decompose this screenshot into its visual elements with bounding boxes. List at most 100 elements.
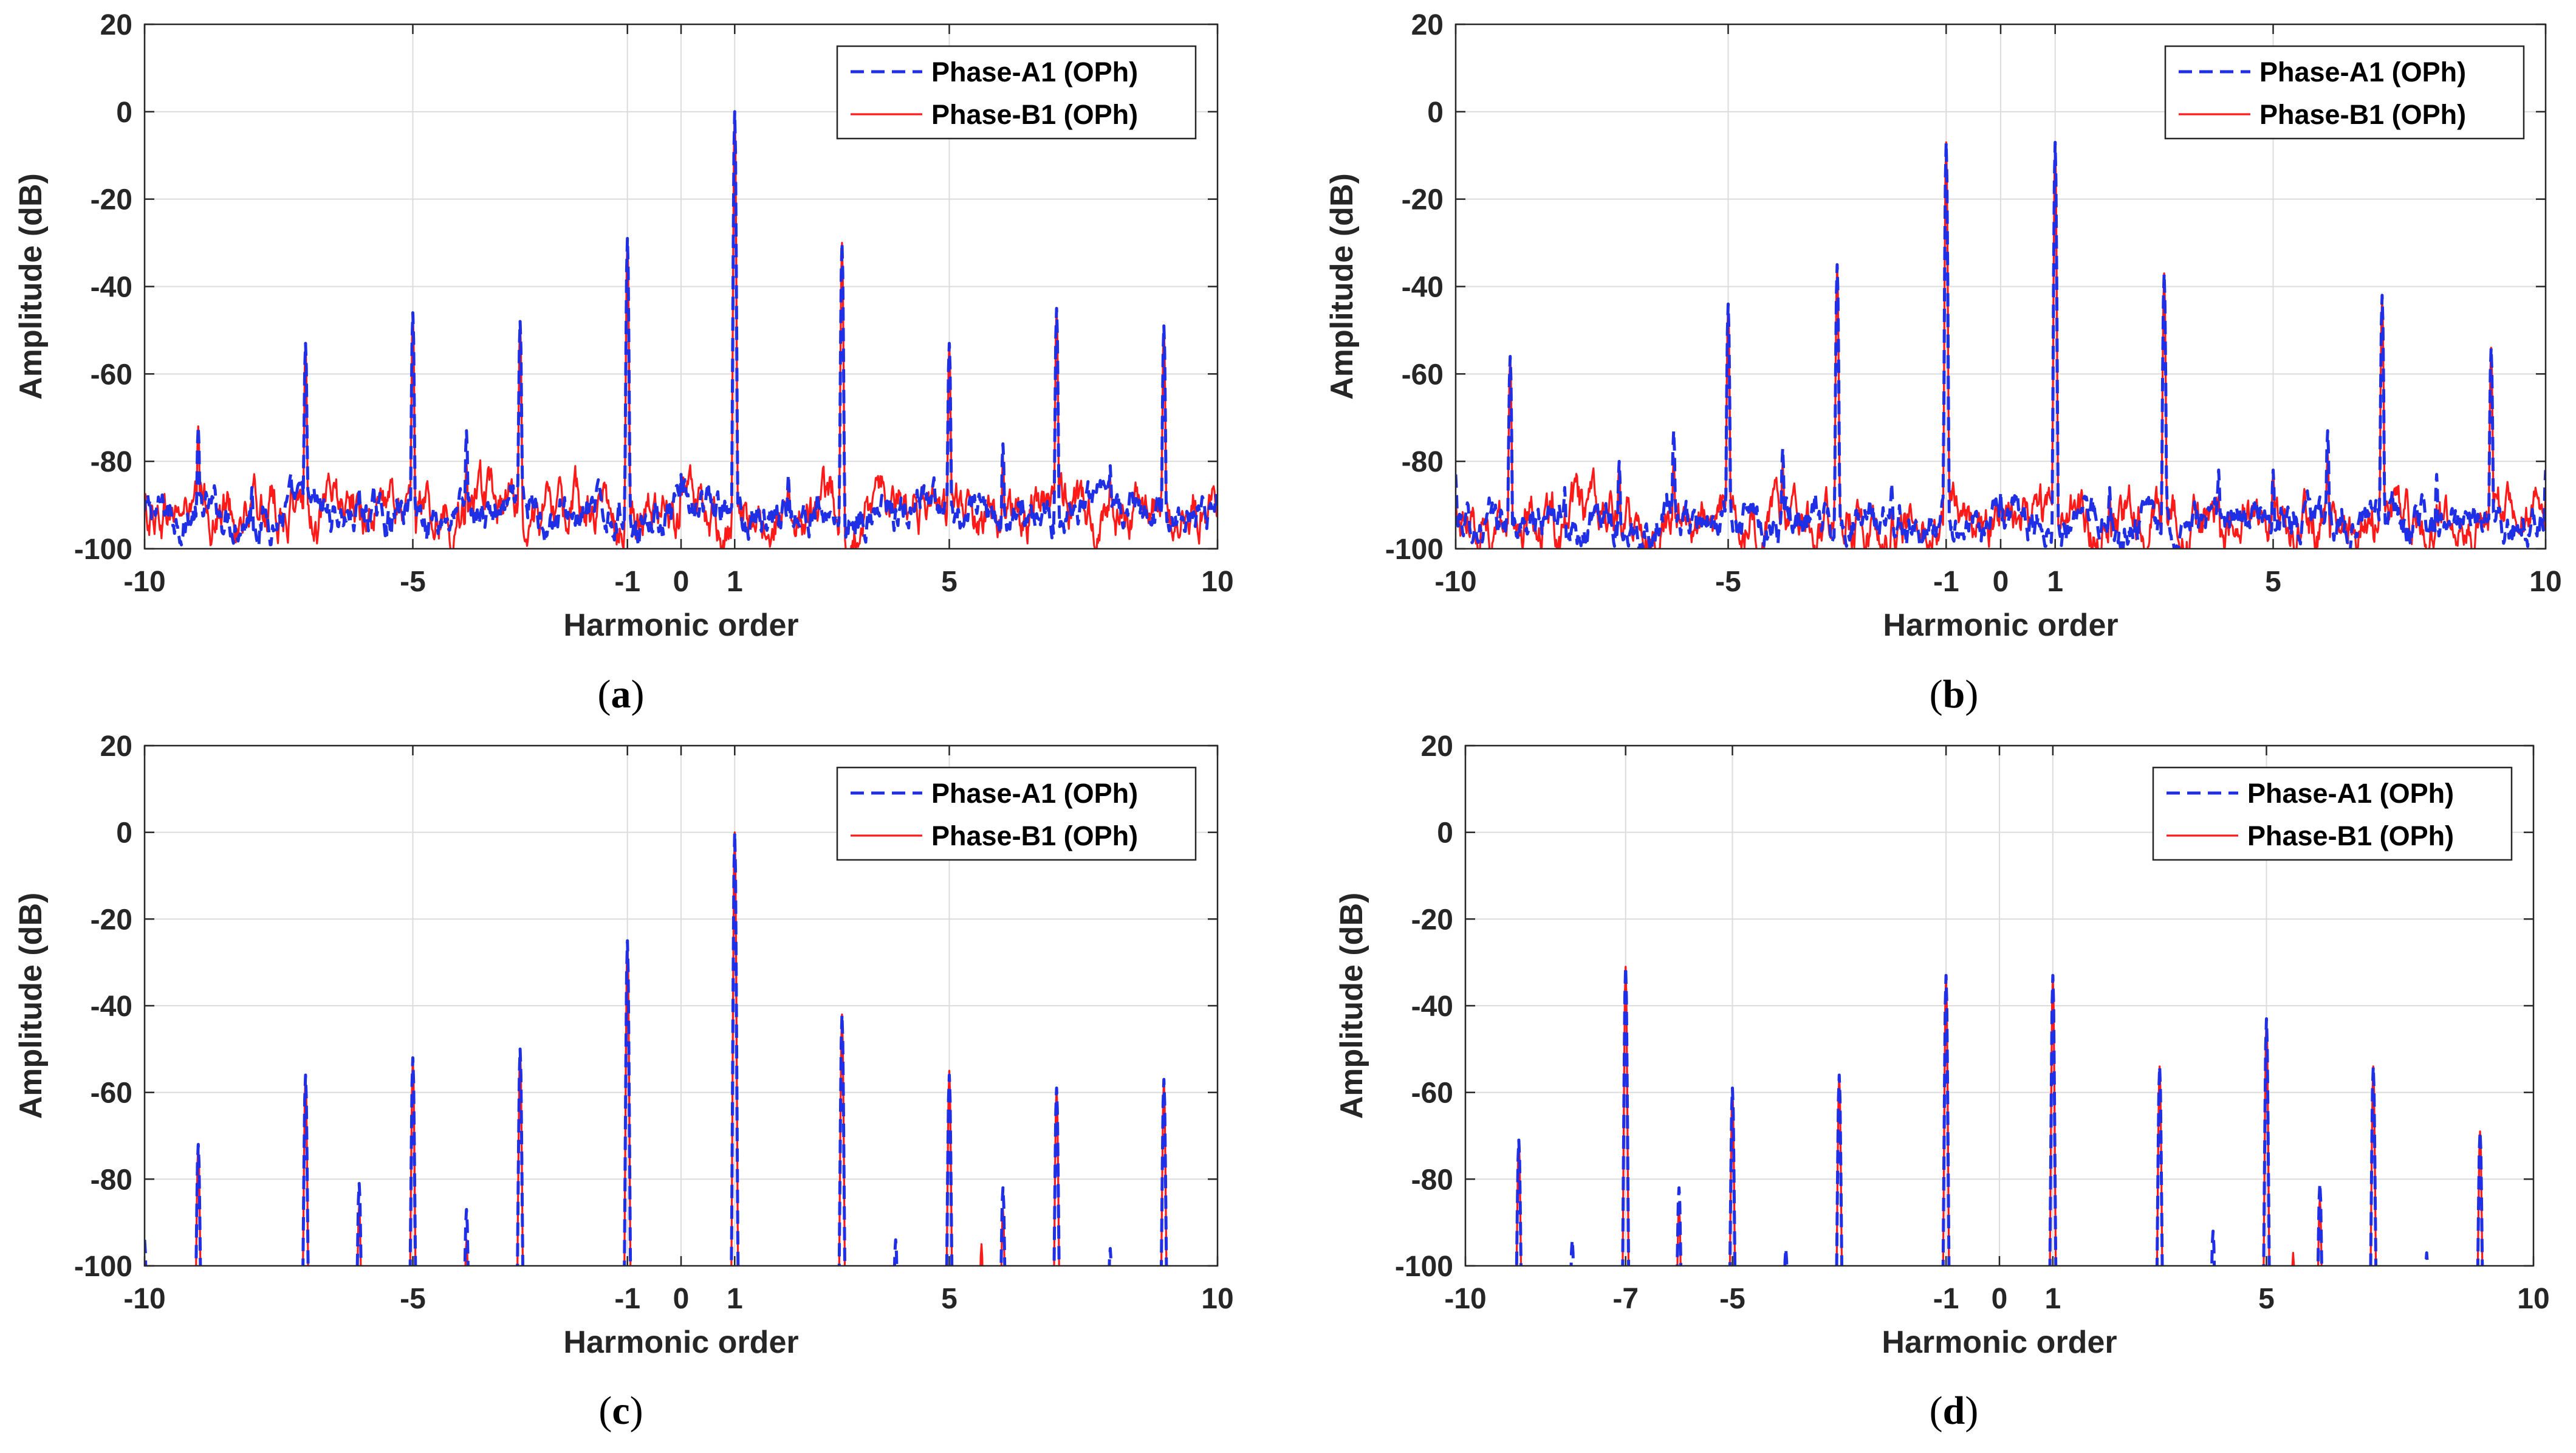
x-tick-label: 1 xyxy=(727,1283,743,1315)
y-axis-label: Amplitude (dB) xyxy=(1324,173,1360,400)
series-line-phase-a1 xyxy=(145,110,1218,548)
legend-label: Phase-B1 (OPh) xyxy=(2247,820,2454,851)
y-tick-label: -40 xyxy=(91,272,132,304)
panel-caption: (d) xyxy=(1930,1389,1979,1433)
y-tick-label: -80 xyxy=(91,1164,132,1196)
x-tick-label: 1 xyxy=(2047,566,2063,598)
x-tick-label: 0 xyxy=(673,566,690,598)
legend: Phase-A1 (OPh) Phase-B1 (OPh) xyxy=(836,45,1197,140)
x-tick-label: 0 xyxy=(1992,1283,2008,1315)
x-axis-label: Harmonic order xyxy=(563,608,798,643)
x-tick-label: 0 xyxy=(1993,566,2009,598)
caption-paren-close: ) xyxy=(1965,1389,1978,1433)
x-tick-label: 10 xyxy=(2517,1283,2549,1315)
legend-label: Phase-A1 (OPh) xyxy=(2259,57,2466,88)
y-tick-label: 20 xyxy=(1421,730,1453,763)
x-tick-label: -5 xyxy=(400,566,426,598)
y-tick-label: 20 xyxy=(100,9,132,41)
y-tick-label: -20 xyxy=(91,184,132,216)
legend-box xyxy=(836,45,1197,140)
series-group xyxy=(1456,140,2546,549)
y-axis-label: Amplitude (dB) xyxy=(13,893,49,1119)
x-tick-label: 5 xyxy=(941,1283,957,1315)
legend-label: Phase-A1 (OPh) xyxy=(931,778,1138,809)
caption-paren-open: ( xyxy=(598,1389,612,1433)
x-tick-label: -10 xyxy=(1434,566,1476,598)
x-tick-label: -5 xyxy=(1715,566,1741,598)
caption-letter: b xyxy=(1943,672,1965,716)
caption-paren-open: ( xyxy=(1930,672,1943,716)
y-tick-label: -40 xyxy=(1411,991,1453,1023)
legend: Phase-A1 (OPh) Phase-B1 (OPh) xyxy=(2152,766,2513,861)
x-tick-label: -5 xyxy=(1719,1283,1745,1315)
legend-box xyxy=(2164,45,2525,140)
series-line-phase-a1 xyxy=(1456,140,2546,549)
x-tick-label: -10 xyxy=(1444,1283,1486,1315)
y-tick-label: -60 xyxy=(1411,1077,1453,1110)
x-tick-label: 1 xyxy=(2045,1283,2061,1315)
legend-label: Phase-A1 (OPh) xyxy=(2247,778,2454,809)
caption-letter: c xyxy=(612,1389,629,1433)
y-tick-label: 0 xyxy=(1427,97,1444,129)
panel-caption: (c) xyxy=(598,1389,643,1433)
y-tick-label: -60 xyxy=(91,359,132,391)
x-tick-label: -5 xyxy=(400,1283,426,1315)
x-tick-label: -7 xyxy=(1612,1283,1639,1315)
y-tick-label: 0 xyxy=(1437,817,1453,850)
y-tick-label: 0 xyxy=(116,97,132,129)
chart-panel-d: -10 -7 -5 -1 0 1 5 10-100-80-60-40-20020Harmoni… xyxy=(1334,730,2550,1433)
y-tick-label: 20 xyxy=(100,730,132,763)
x-tick-label: -1 xyxy=(1933,566,1959,598)
y-tick-label: -80 xyxy=(91,446,132,478)
y-tick-label: -20 xyxy=(1402,184,1444,216)
legend: Phase-A1 (OPh) Phase-B1 (OPh) xyxy=(836,766,1197,861)
chart-panel-c: -10 -5 -1 0 1 5 10-100-80-60-40-20020Harmonic … xyxy=(13,730,1234,1433)
x-tick-label: 5 xyxy=(941,566,957,598)
caption-letter: a xyxy=(611,672,631,716)
y-tick-label: -20 xyxy=(1411,904,1453,936)
x-tick-label: 5 xyxy=(2258,1283,2275,1315)
x-tick-label: 0 xyxy=(673,1283,690,1315)
y-tick-label: -100 xyxy=(74,1251,132,1283)
caption-paren-open: ( xyxy=(1930,1389,1943,1433)
y-axis-label: Amplitude (dB) xyxy=(13,173,49,400)
x-tick-label: -10 xyxy=(123,1283,165,1315)
x-tick-label: 10 xyxy=(2529,566,2561,598)
x-tick-label: 1 xyxy=(727,566,743,598)
legend-label: Phase-A1 (OPh) xyxy=(931,57,1138,88)
y-tick-label: -20 xyxy=(91,904,132,936)
y-tick-label: 20 xyxy=(1411,9,1444,41)
x-tick-label: -10 xyxy=(123,566,165,598)
caption-paren-open: ( xyxy=(598,672,611,716)
y-tick-label: -80 xyxy=(1402,446,1444,478)
x-axis-label: Harmonic order xyxy=(1883,608,2118,643)
legend-box xyxy=(2152,766,2513,861)
y-axis-label: Amplitude (dB) xyxy=(1334,893,1369,1119)
y-tick-label: -60 xyxy=(91,1077,132,1110)
series-group xyxy=(145,110,1218,549)
x-axis-label: Harmonic order xyxy=(1882,1325,2117,1360)
y-tick-label: -60 xyxy=(1402,359,1444,391)
legend: Phase-A1 (OPh) Phase-B1 (OPh) xyxy=(2164,45,2525,140)
y-tick-label: -40 xyxy=(1402,272,1444,304)
y-tick-label: -40 xyxy=(91,991,132,1023)
legend-label: Phase-B1 (OPh) xyxy=(2259,99,2466,130)
x-tick-label: -1 xyxy=(614,1283,640,1315)
y-tick-label: 0 xyxy=(116,817,132,850)
y-tick-label: -100 xyxy=(1395,1251,1453,1283)
caption-paren-close: ) xyxy=(1965,672,1978,716)
x-tick-label: 10 xyxy=(1201,1283,1233,1315)
y-tick-label: -80 xyxy=(1411,1164,1453,1196)
legend-box xyxy=(836,766,1197,861)
caption-paren-close: ) xyxy=(630,1389,643,1433)
x-tick-label: -1 xyxy=(1933,1283,1959,1315)
caption-letter: d xyxy=(1943,1389,1965,1433)
x-tick-label: 5 xyxy=(2265,566,2281,598)
x-axis-label: Harmonic order xyxy=(563,1325,798,1360)
y-tick-label: -100 xyxy=(74,534,132,566)
y-tick-label: -100 xyxy=(1385,534,1444,566)
legend-label: Phase-B1 (OPh) xyxy=(931,820,1138,851)
caption-paren-close: ) xyxy=(631,672,645,716)
chart-panel-a: -10 -5 -1 0 1 5 10-100-80-60-40-20020Harmonic … xyxy=(13,9,1234,716)
